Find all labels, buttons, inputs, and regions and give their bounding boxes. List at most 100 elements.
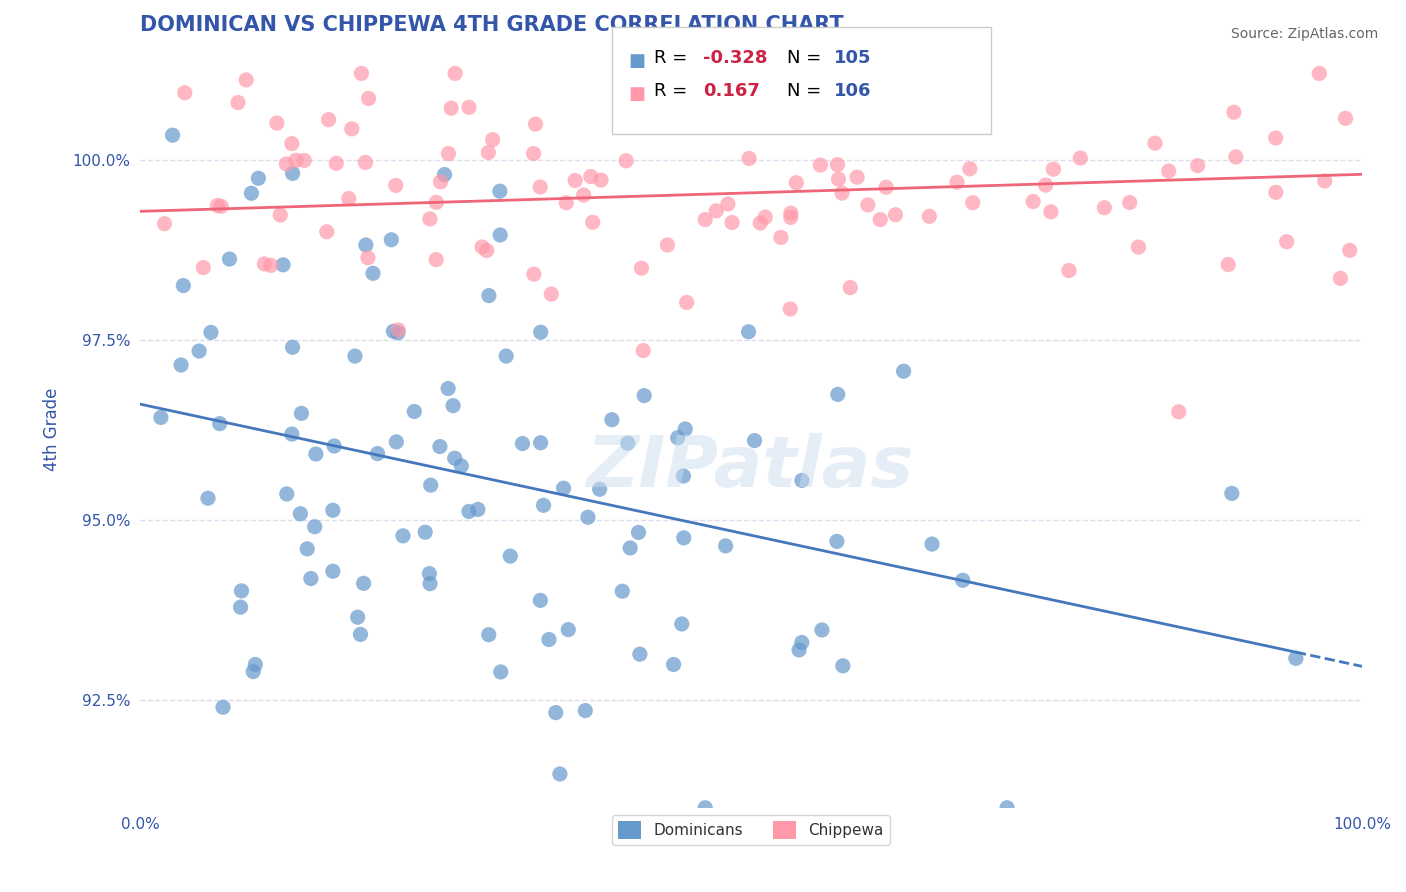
Point [738, 152, 761, 166]
Point [419, 576, 441, 591]
Text: N =: N = [787, 82, 827, 100]
Point [582, 215, 605, 229]
Point [619, 541, 641, 555]
Point [188, 344, 211, 359]
Text: ZIPatlas: ZIPatlas [588, 434, 915, 502]
Text: -0.328: -0.328 [703, 49, 768, 67]
Point [266, 116, 288, 130]
Legend: Dominicans, Chippewa: Dominicans, Chippewa [612, 814, 890, 846]
Point [612, 584, 634, 599]
Point [717, 197, 740, 211]
Point [343, 349, 366, 363]
Point [387, 323, 409, 337]
Point [269, 208, 291, 222]
Point [675, 295, 697, 310]
Point [367, 447, 389, 461]
Point [1022, 194, 1045, 209]
Point [853, 119, 876, 133]
Point [572, 188, 595, 202]
Point [247, 171, 270, 186]
Point [614, 153, 637, 168]
Point [478, 628, 501, 642]
Point [1157, 164, 1180, 178]
Point [512, 436, 534, 450]
Point [1042, 162, 1064, 177]
Point [354, 155, 377, 169]
Point [404, 404, 426, 418]
Point [630, 261, 652, 276]
Point [212, 700, 235, 714]
Point [361, 266, 384, 280]
Point [1069, 151, 1091, 165]
Point [831, 186, 853, 200]
Point [808, 158, 831, 172]
Point [281, 166, 304, 180]
Point [226, 95, 249, 110]
Point [827, 158, 849, 172]
Point [450, 458, 472, 473]
Point [1285, 651, 1308, 665]
Point [245, 657, 267, 672]
Point [695, 801, 717, 815]
Point [260, 259, 283, 273]
Point [704, 203, 727, 218]
Point [350, 66, 373, 80]
Point [197, 491, 219, 506]
Point [433, 168, 456, 182]
Point [173, 86, 195, 100]
Point [440, 101, 463, 115]
Point [548, 767, 571, 781]
Point [349, 627, 371, 641]
Point [962, 195, 984, 210]
Point [323, 439, 346, 453]
Point [790, 635, 813, 649]
Point [315, 225, 337, 239]
Point [200, 326, 222, 340]
Point [437, 382, 460, 396]
Point [1339, 244, 1361, 258]
Point [921, 537, 943, 551]
Point [522, 146, 544, 161]
Point [357, 251, 380, 265]
Point [672, 469, 695, 483]
Point [1035, 178, 1057, 192]
Point [281, 340, 304, 354]
Point [825, 534, 848, 549]
Text: DOMINICAN VS CHIPPEWA 4TH GRADE CORRELATION CHART: DOMINICAN VS CHIPPEWA 4TH GRADE CORRELAT… [141, 15, 844, 35]
Point [648, 99, 671, 113]
Point [544, 706, 567, 720]
Point [737, 325, 759, 339]
Point [437, 146, 460, 161]
Point [628, 647, 651, 661]
Point [242, 665, 264, 679]
Point [529, 180, 551, 194]
Point [489, 184, 512, 198]
Point [429, 175, 451, 189]
Point [995, 801, 1018, 815]
Point [769, 230, 792, 244]
Point [627, 525, 650, 540]
Point [458, 100, 481, 114]
Point [170, 358, 193, 372]
Point [631, 343, 654, 358]
Point [458, 504, 481, 518]
Point [671, 616, 693, 631]
Text: R =: R = [654, 82, 693, 100]
Point [340, 121, 363, 136]
Point [193, 260, 215, 275]
Point [1334, 112, 1357, 126]
Point [318, 112, 340, 127]
Point [557, 623, 579, 637]
Point [1128, 240, 1150, 254]
Point [875, 180, 897, 194]
Point [299, 572, 322, 586]
Point [380, 233, 402, 247]
Point [1223, 105, 1246, 120]
Point [576, 510, 599, 524]
Point [481, 133, 503, 147]
Point [533, 498, 555, 512]
Point [419, 478, 441, 492]
Point [589, 173, 612, 187]
Point [530, 435, 553, 450]
Point [574, 704, 596, 718]
